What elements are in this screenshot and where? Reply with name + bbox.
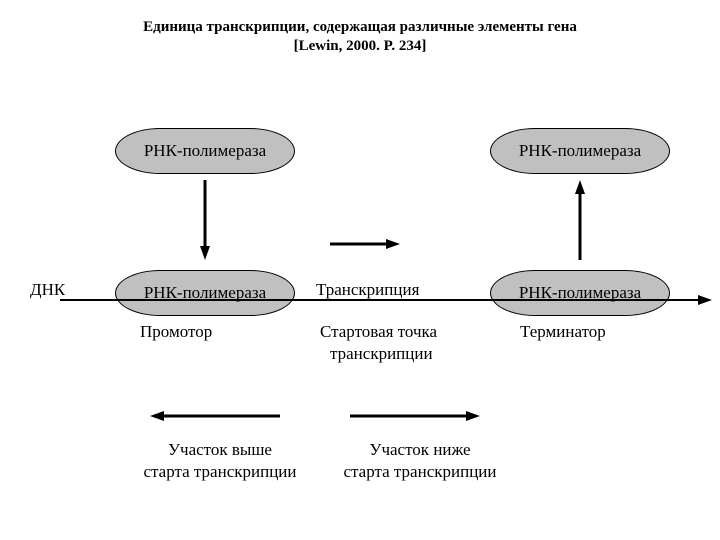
- label-upstream-2: старта транскрипции: [120, 462, 320, 482]
- label-upstream-1: Участок выше: [120, 440, 320, 460]
- node-mid-left-label: РНК-полимераза: [144, 283, 266, 303]
- node-mid-right: РНК-полимераза: [490, 270, 670, 316]
- label-dnk: ДНК: [30, 280, 65, 300]
- label-startpoint-1: Стартовая точка: [320, 322, 437, 342]
- title-line2: [Lewin, 2000. P. 234]: [294, 38, 427, 54]
- node-top-left: РНК-полимераза: [115, 128, 295, 174]
- label-startpoint-2: транскрипции: [330, 344, 433, 364]
- node-top-left-label: РНК-полимераза: [144, 141, 266, 161]
- label-terminator: Терминатор: [520, 322, 606, 342]
- node-top-right: РНК-полимераза: [490, 128, 670, 174]
- label-downstream-1: Участок ниже: [320, 440, 520, 460]
- label-transcription: Транскрипция: [316, 280, 419, 300]
- page-title: Единица транскрипции, содержащая различн…: [0, 18, 720, 56]
- label-promoter: Промотор: [140, 322, 212, 342]
- node-mid-right-label: РНК-полимераза: [519, 283, 641, 303]
- label-downstream-2: старта транскрипции: [320, 462, 520, 482]
- node-mid-left: РНК-полимераза: [115, 270, 295, 316]
- title-line1: Единица транскрипции, содержащая различн…: [143, 19, 577, 35]
- node-top-right-label: РНК-полимераза: [519, 141, 641, 161]
